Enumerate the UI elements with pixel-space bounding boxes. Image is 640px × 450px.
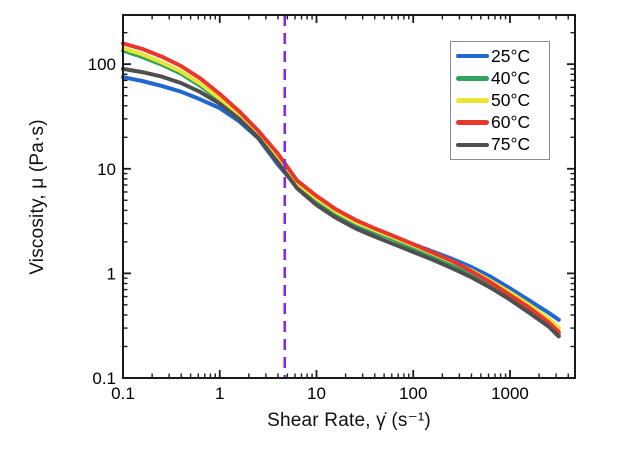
- y-tick-label: 0.1: [92, 369, 116, 388]
- x-tick-label: 10: [307, 384, 326, 403]
- legend-item: 50°C: [456, 89, 549, 111]
- legend-line-icon: [456, 142, 489, 148]
- series-line-60C: [121, 41, 561, 334]
- legend-line-icon: [456, 53, 489, 59]
- plot-frame: [122, 14, 576, 379]
- x-tick-label: 1000: [491, 384, 529, 403]
- y-tick-label: 100: [88, 55, 116, 74]
- x-tick-label: 1: [215, 384, 224, 403]
- series-line-75C: [121, 66, 561, 339]
- legend-label: 40°C: [491, 67, 531, 88]
- legend-label: 50°C: [491, 89, 531, 110]
- y-axis-label: Viscosity, μ (Pa·s): [27, 119, 48, 275]
- legend-item: 40°C: [456, 67, 549, 89]
- x-axis-label: Shear Rate, γ̇ (s⁻¹): [267, 410, 431, 431]
- legend-line-icon: [456, 98, 489, 103]
- y-tick-label: 10: [97, 160, 116, 179]
- legend-item: 60°C: [456, 112, 549, 134]
- legend-item: 75°C: [456, 134, 549, 156]
- x-tick-label: 100: [399, 384, 427, 403]
- legend-label: 25°C: [491, 45, 531, 66]
- legend-label: 60°C: [491, 112, 531, 133]
- legend-label: 75°C: [491, 134, 531, 155]
- legend-line-icon: [456, 76, 489, 81]
- legend: 25°C 40°C 50°C 60°C 75°C: [450, 41, 550, 160]
- legend-line-icon: [456, 120, 489, 125]
- legend-item: 25°C: [456, 45, 549, 67]
- y-tick-label: 1: [107, 264, 116, 283]
- x-tick-label: 0.1: [111, 384, 135, 403]
